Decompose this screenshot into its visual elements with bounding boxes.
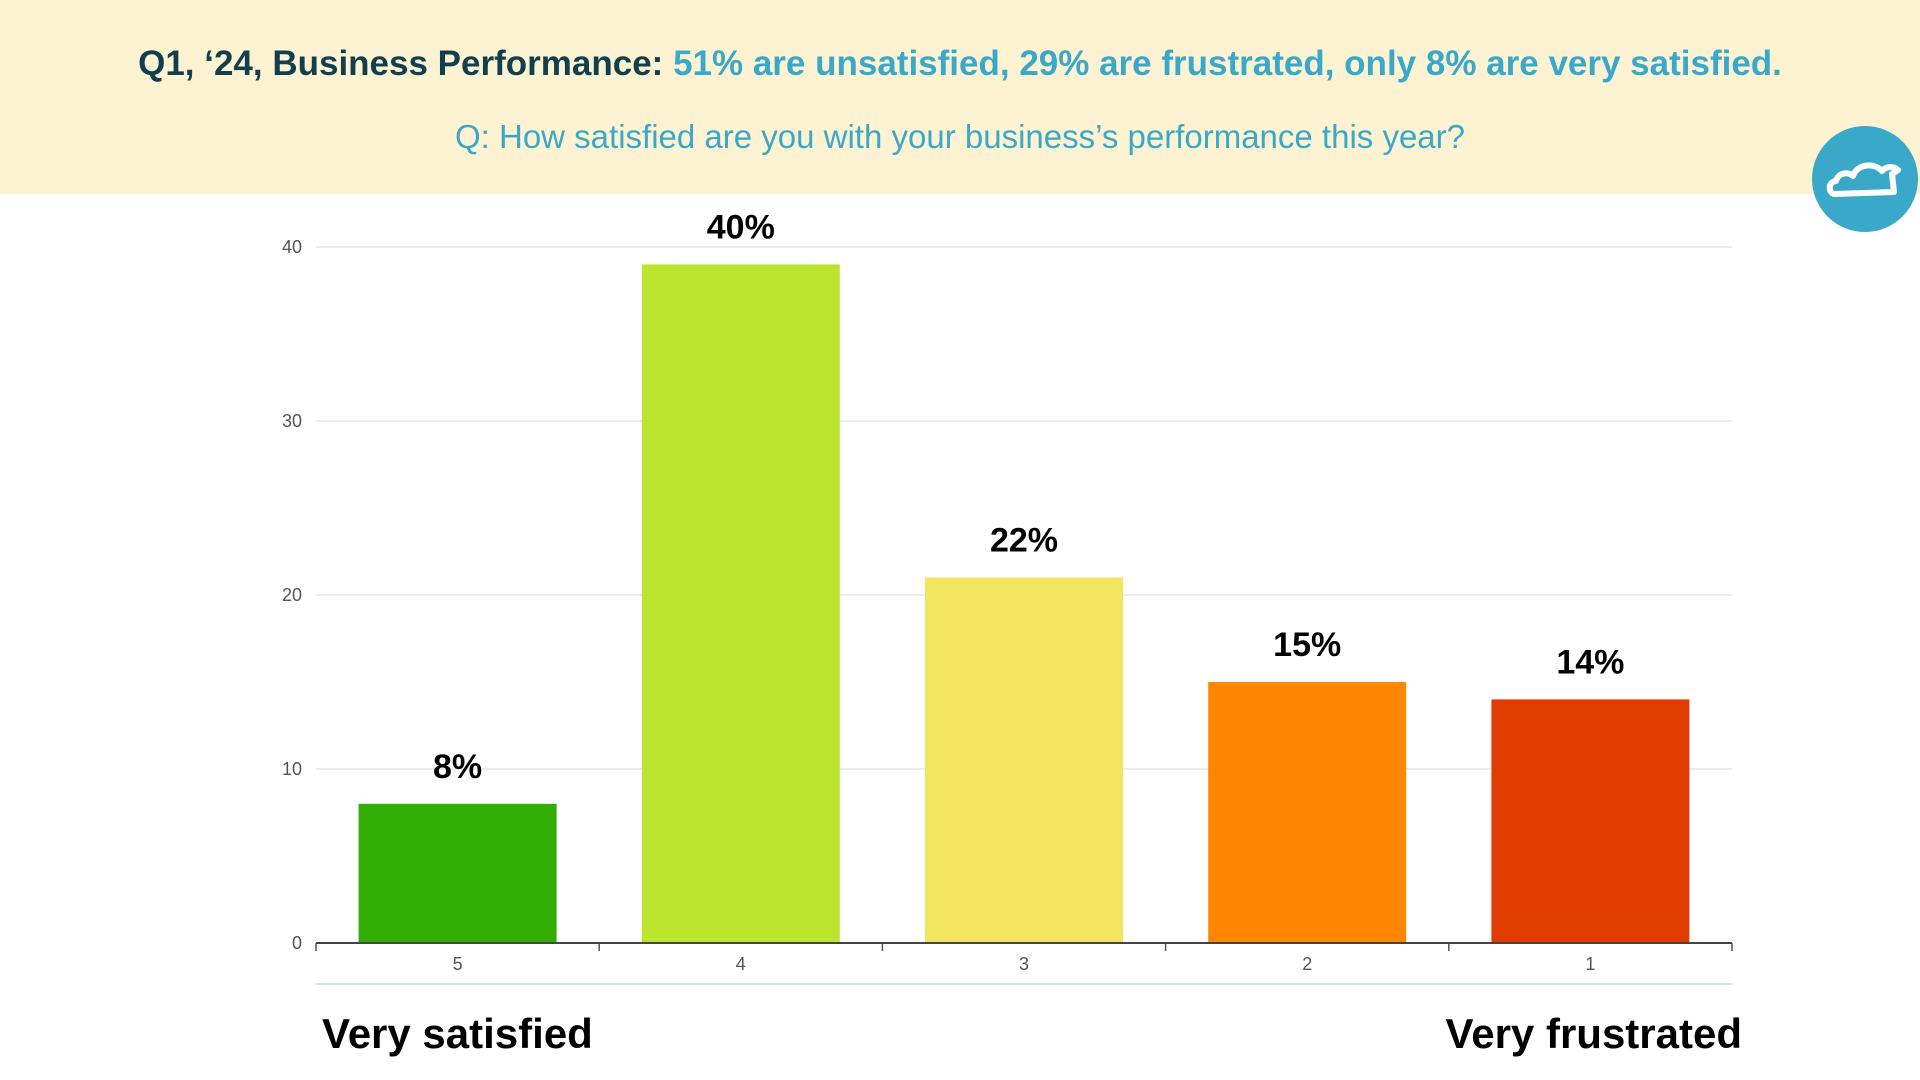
data-label: 8% [433,748,482,786]
bar-3 [925,577,1123,943]
scale-label-right: Very frustrated [1445,1010,1742,1057]
data-label: 14% [1556,643,1624,681]
x-tick-label: 1 [1585,954,1595,974]
y-tick-label: 40 [282,237,302,257]
x-tick-label: 2 [1302,954,1312,974]
y-tick-label: 10 [282,759,302,779]
y-tick-label: 20 [282,585,302,605]
x-tick-label: 5 [453,954,463,974]
header-banner [0,0,1920,194]
bar-4 [641,264,840,943]
bar-2 [1208,682,1407,943]
bar-1 [1491,699,1690,943]
y-tick-label: 0 [292,933,302,953]
cloud-icon [1826,162,1901,197]
y-tick-label: 30 [282,411,302,431]
bar-5 [358,803,557,943]
scale-label-left: Very satisfied [322,1010,593,1057]
page-title: Q1, ‘24, Business Performance: 51% are u… [0,44,1920,84]
title-lead: Q1, ‘24, Business Performance: [138,44,664,83]
data-label: 40% [707,208,775,246]
survey-question: Q: How satisfied are you with your busin… [454,118,1465,155]
data-label: 15% [1273,626,1341,664]
data-label: 22% [990,522,1058,560]
x-tick-label: 4 [736,954,746,974]
x-tick-label: 3 [1019,954,1029,974]
title-highlight: 51% are unsatisfied, 29% are frustrated,… [673,44,1782,83]
cloud-logo [1812,126,1918,232]
